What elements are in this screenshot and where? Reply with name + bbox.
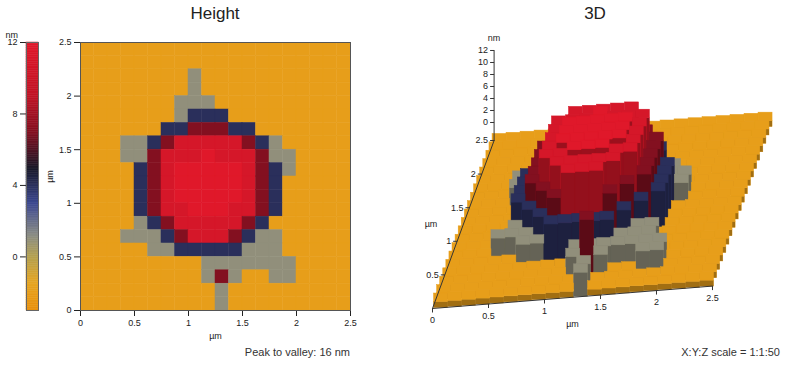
svg-text:µm: µm (425, 219, 438, 229)
svg-text:µm: µm (209, 331, 222, 341)
svg-text:2: 2 (654, 297, 659, 307)
svg-text:1: 1 (542, 306, 547, 316)
svg-text:2: 2 (294, 318, 299, 328)
svg-text:1: 1 (446, 236, 451, 246)
svg-text:6: 6 (483, 81, 488, 91)
svg-text:2: 2 (66, 91, 71, 101)
svg-text:0: 0 (78, 318, 83, 328)
html-text:X:Y:Z scale = 1:1:50: X:Y:Z scale = 1:1:50 (681, 346, 780, 358)
svg-text:1.5: 1.5 (236, 318, 249, 328)
svg-text:0: 0 (430, 315, 435, 325)
svg-text:8: 8 (12, 109, 17, 119)
svg-text:2: 2 (471, 169, 476, 179)
svg-text:2.5: 2.5 (706, 293, 719, 303)
svg-text:10: 10 (478, 57, 488, 67)
svg-text:1: 1 (186, 318, 191, 328)
svg-text:0: 0 (12, 252, 17, 262)
svg-text:1.5: 1.5 (451, 203, 464, 213)
svg-text:4: 4 (12, 180, 17, 190)
svg-text:12: 12 (478, 45, 488, 55)
svg-text:1.5: 1.5 (594, 302, 607, 312)
svg-text:0.5: 0.5 (128, 318, 141, 328)
svg-text:8: 8 (483, 69, 488, 79)
svg-text:2.5: 2.5 (59, 37, 72, 47)
svg-text:2.5: 2.5 (476, 135, 489, 145)
svg-text:0: 0 (483, 117, 488, 127)
html-text:3D: 3D (584, 4, 606, 23)
svg-text:µm: µm (566, 319, 579, 329)
svg-text:12: 12 (7, 37, 18, 48)
svg-text:1: 1 (66, 198, 71, 208)
svg-text:2.5: 2.5 (344, 318, 357, 328)
svg-text:1.5: 1.5 (59, 145, 72, 155)
svg-text:µm: µm (45, 170, 55, 183)
svg-text:nm: nm (6, 30, 19, 40)
svg-text:0.5: 0.5 (59, 252, 72, 262)
svg-text:2: 2 (483, 105, 488, 115)
svg-text:0.5: 0.5 (426, 270, 439, 280)
html-text:Peak to valley: 16 nm: Peak to valley: 16 nm (244, 346, 350, 358)
svg-text:0.5: 0.5 (482, 311, 495, 321)
svg-text:nm: nm (488, 33, 500, 43)
html-text:Height: Height (190, 4, 240, 23)
svg-text:0: 0 (66, 305, 71, 315)
svg-text:4: 4 (483, 93, 488, 103)
